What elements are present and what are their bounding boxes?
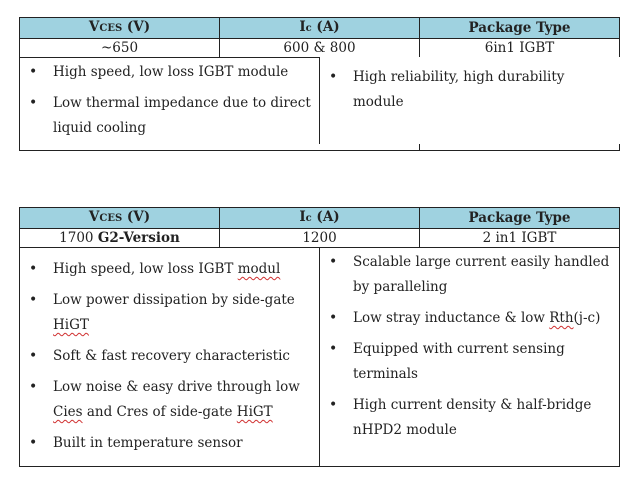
header-row: VCES (V) Ic (A) Package Type bbox=[19, 207, 620, 229]
header-voltage: VCES (V) bbox=[19, 207, 220, 229]
feature-item: Built in temperature sensor bbox=[20, 431, 319, 456]
value-row: ~650 600 & 800 6in1 IGBT bbox=[19, 38, 620, 58]
voltage-value: ~650 bbox=[19, 38, 220, 58]
table1-feature-split: High reliability, high durability module bbox=[319, 57, 620, 144]
header-package-type: Package Type bbox=[419, 207, 620, 229]
feature-item: Low stray inductance & low Rth(j-c) bbox=[320, 306, 620, 331]
header-package-type: Package Type bbox=[419, 17, 620, 39]
feature-item: Scalable large current easily handled by… bbox=[320, 250, 617, 300]
header-current: Ic (A) bbox=[219, 17, 420, 39]
header-row: VCES (V) Ic (A) Package Type bbox=[19, 17, 620, 39]
voltage-value: 1700 G2-Version bbox=[19, 228, 220, 248]
feature-item: Equipped with current sensing terminals bbox=[320, 337, 577, 387]
header-current: Ic (A) bbox=[219, 207, 420, 229]
feature-item: High reliability, high durability module bbox=[320, 65, 589, 115]
package-value: 6in1 IGBT bbox=[419, 38, 620, 58]
feature-item: Low noise & easy drive through low Cies … bbox=[20, 375, 319, 425]
feature-item: Low thermal impedance due to direct liqu… bbox=[20, 91, 317, 141]
header-voltage: VCES (V) bbox=[19, 17, 220, 39]
feature-item: High current density & half-bridge nHPD2… bbox=[320, 393, 597, 443]
feature-item: Low power dissipation by side-gate HiGT bbox=[20, 288, 319, 338]
feature-item: High speed, low loss IGBT modul bbox=[20, 257, 319, 282]
table2-features-right: Scalable large current easily handled by… bbox=[319, 248, 620, 467]
table2-features-left: High speed, low loss IGBT modul Low powe… bbox=[20, 248, 319, 466]
feature-item: Soft & fast recovery characteristic bbox=[20, 344, 319, 369]
current-value: 1200 bbox=[219, 228, 420, 248]
feature-item: High speed, low loss IGBT module bbox=[20, 60, 419, 85]
package-value: 2 in1 IGBT bbox=[419, 228, 620, 248]
value-row: 1700 G2-Version 1200 2 in1 IGBT bbox=[19, 228, 620, 248]
current-value: 600 & 800 bbox=[219, 38, 420, 58]
